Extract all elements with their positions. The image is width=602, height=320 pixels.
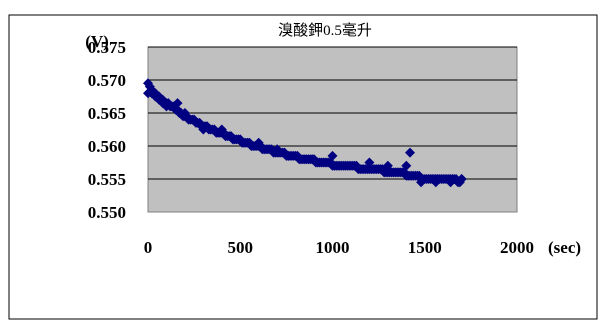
- data-point: [179, 108, 190, 118]
- y-axis-label: (V): [85, 32, 109, 51]
- x-tick-label: 1500: [408, 238, 442, 257]
- data-point: [416, 177, 427, 188]
- x-tick-label: 500: [228, 238, 254, 257]
- x-axis-label: (sec): [548, 238, 581, 257]
- y-tick-label: 0.575: [88, 38, 126, 57]
- y-axis-ticks: 0.550 0.555 0.560 0.565 0.570 0.575: [88, 38, 126, 222]
- x-tick-label: 1000: [316, 238, 350, 257]
- data-point: [382, 160, 393, 171]
- data-point: [364, 157, 375, 168]
- y-tick-label: 0.570: [88, 71, 126, 90]
- data-point: [172, 98, 183, 109]
- y-tick-label: 0.550: [88, 203, 126, 222]
- x-tick-label: 0: [144, 238, 153, 257]
- data-point: [456, 174, 467, 184]
- x-axis-ticks: 0 500 1000 1500 2000: [144, 238, 534, 257]
- data-point: [272, 144, 283, 155]
- data-point: [198, 124, 209, 135]
- data-point: [445, 177, 456, 188]
- data-point: [327, 150, 338, 161]
- data-point: [283, 150, 294, 161]
- data-point: [253, 137, 264, 148]
- data-point: [401, 160, 412, 171]
- y-tick-label: 0.555: [88, 170, 126, 189]
- data-point: [161, 101, 172, 112]
- x-tick-label: 2000: [500, 238, 534, 257]
- gridlines: [148, 46, 517, 180]
- data-point: [404, 147, 415, 158]
- y-tick-label: 0.565: [88, 104, 126, 123]
- data-point: [430, 177, 441, 188]
- data-point: [216, 124, 227, 135]
- y-tick-label: 0.560: [88, 137, 126, 156]
- chart-title: 溴酸鉀0.5毫升: [278, 21, 372, 39]
- data-markers: [143, 78, 467, 188]
